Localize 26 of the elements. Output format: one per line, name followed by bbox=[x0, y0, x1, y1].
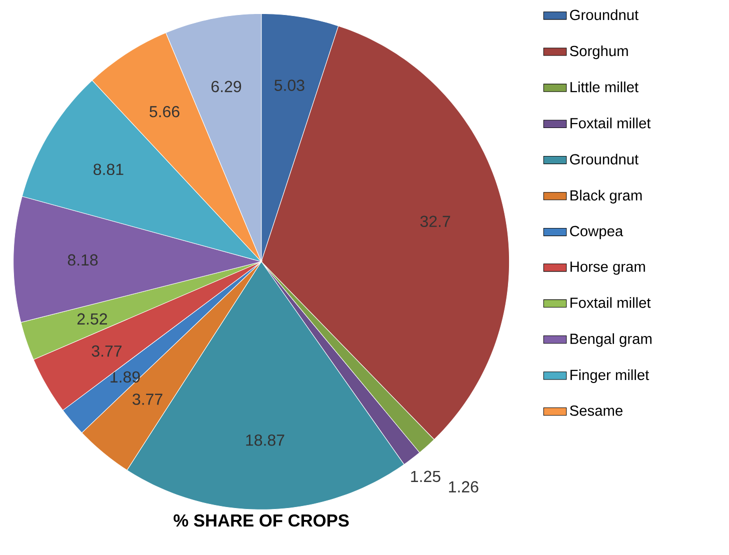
data-label: 1.26 bbox=[449, 481, 478, 492]
data-label: 32.7 bbox=[420, 216, 450, 228]
data-label: 3.77 bbox=[92, 345, 122, 357]
text: % SHARE OF CROPS bbox=[174, 514, 349, 527]
data-label: 3.77 bbox=[132, 394, 162, 405]
legend-label: Finger millet bbox=[570, 369, 650, 384]
data-label: 5.03 bbox=[274, 80, 304, 91]
legend-label: Horse gram bbox=[570, 262, 645, 275]
legend-label: Little millet bbox=[570, 82, 638, 92]
data-label: 2.52 bbox=[77, 313, 107, 325]
legend-label: Black gram bbox=[570, 190, 642, 204]
data-label: 1.25 bbox=[411, 470, 440, 482]
legend-label: Sesame bbox=[570, 405, 622, 416]
data-label: 1.89 bbox=[110, 371, 140, 383]
legend-label: Bengal gram bbox=[570, 333, 652, 347]
data-label: 8.18 bbox=[68, 254, 98, 266]
legend-label: Groundnut bbox=[570, 9, 639, 20]
data-label: 18.87 bbox=[246, 434, 284, 446]
legend-label: Foxtail millet bbox=[570, 118, 651, 128]
legend-label: Groundnut bbox=[570, 154, 639, 164]
legend-label: Cowpea bbox=[570, 226, 624, 240]
legend-label: Sorghum bbox=[570, 45, 628, 60]
legend-label: Foxtail millet bbox=[570, 297, 651, 308]
data-label: 6.29 bbox=[212, 80, 242, 92]
data-label: 8.81 bbox=[94, 164, 124, 176]
data-label: 5.66 bbox=[150, 106, 180, 118]
